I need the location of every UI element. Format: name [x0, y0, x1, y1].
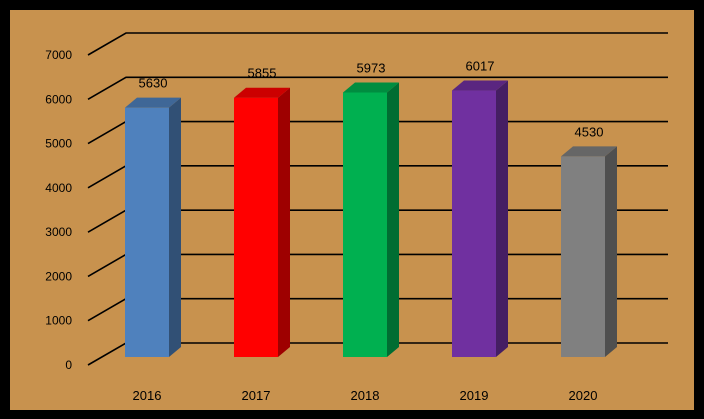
bar-side-2019: [496, 80, 508, 357]
bar-top-2018: [343, 82, 399, 93]
y-tick-label-1: 1000: [45, 314, 72, 328]
bar-2018: [343, 82, 399, 357]
y-tick-label-4: 4000: [45, 181, 72, 195]
gridline-6: [87, 76, 668, 100]
x-axis-category-labels: 2016 2017 2018 2019 2020: [133, 388, 598, 403]
data-label-2020: 4530: [575, 124, 604, 139]
bar-top-2016: [125, 97, 181, 108]
bar-front-2020: [561, 156, 605, 357]
bar-2019: [452, 80, 508, 357]
bar-side-2020: [605, 146, 617, 357]
x-tick-label-2019: 2019: [460, 388, 489, 403]
data-label-2016: 5630: [139, 76, 168, 91]
bar-top-2020: [561, 146, 617, 157]
x-tick-label-2018: 2018: [351, 388, 380, 403]
gridline-7: [87, 32, 668, 56]
bar-side-2017: [278, 87, 290, 357]
y-tick-label-0: 0: [65, 358, 72, 372]
data-label-2018: 5973: [357, 60, 386, 75]
data-label-2019: 6017: [466, 59, 495, 74]
bars: [125, 80, 617, 358]
bar-side-2018: [387, 82, 399, 357]
y-tick-label-3: 3000: [45, 225, 72, 239]
bar-top-2019: [452, 80, 508, 91]
x-tick-label-2020: 2020: [569, 388, 598, 403]
bar-front-2016: [125, 107, 169, 358]
bar-front-2017: [234, 97, 278, 357]
x-tick-label-2016: 2016: [133, 388, 162, 403]
x-tick-label-2017: 2017: [242, 388, 271, 403]
y-tick-label-6: 6000: [45, 92, 72, 106]
bar-2020: [561, 146, 617, 357]
data-label-2017: 5855: [248, 66, 277, 81]
chart-area: 0 1000 2000 3000 4000 5000 6000 7000 5630 5855 59…: [10, 10, 694, 410]
data-labels: 5630 5855 5973 6017 4530: [139, 59, 604, 140]
y-axis-tick-labels: 0 1000 2000 3000 4000 5000 6000 7000: [45, 48, 72, 372]
bar-side-2016: [169, 97, 181, 358]
y-tick-label-7: 7000: [45, 48, 72, 62]
bar-top-2017: [234, 87, 290, 98]
bar-chart: 0 1000 2000 3000 4000 5000 6000 7000 5630 5855 59…: [45, 32, 668, 403]
bar-front-2018: [343, 92, 387, 357]
bar-2016: [125, 97, 181, 358]
y-tick-label-2: 2000: [45, 269, 72, 283]
y-tick-label-5: 5000: [45, 137, 72, 151]
bar-2017: [234, 87, 290, 357]
bar-front-2019: [452, 90, 496, 357]
